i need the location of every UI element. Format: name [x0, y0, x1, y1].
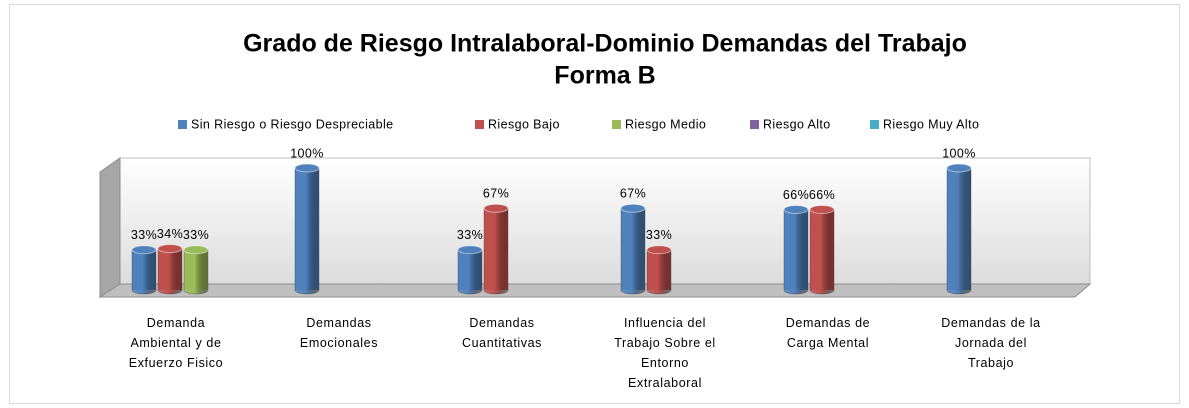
legend-swatch — [612, 120, 621, 129]
data-label: 33% — [183, 228, 209, 242]
bar-top — [183, 245, 209, 255]
back-wall — [119, 157, 1091, 285]
data-label: 33% — [457, 228, 483, 242]
data-label: 66% — [809, 188, 835, 202]
bar-top — [946, 163, 972, 173]
bar-top — [809, 204, 835, 214]
x-tick-label: Demandas Emocionales — [300, 316, 378, 350]
data-label: 33% — [131, 228, 157, 242]
legend-label: Sin Riesgo o Riesgo Despreciable — [191, 117, 394, 131]
bar — [946, 167, 972, 295]
x-tick-label: Influencia del Trabajo Sobre el Entorno Ext… — [614, 316, 716, 390]
bar-top — [646, 245, 672, 255]
bar-top — [457, 245, 483, 255]
legend-swatch — [870, 120, 879, 129]
bar-top — [294, 163, 320, 173]
side-wall — [99, 157, 121, 298]
legend-swatch — [750, 120, 759, 129]
bar-top — [131, 245, 157, 255]
legend-label: Riesgo Bajo — [488, 117, 560, 131]
legend-swatch — [475, 120, 484, 129]
bar — [646, 249, 672, 295]
floor — [98, 283, 1092, 298]
x-tick-label: Demandas de Carga Mental — [786, 316, 870, 350]
data-label: 67% — [483, 187, 509, 201]
legend-swatch — [178, 120, 187, 129]
data-label: 67% — [620, 187, 646, 201]
bar-top — [783, 204, 809, 214]
data-label: 100% — [290, 146, 324, 160]
bar — [783, 208, 809, 295]
bar — [157, 248, 183, 295]
x-tick-label: Demandas Cuantitativas — [462, 316, 542, 350]
bar — [483, 207, 509, 295]
chart-title: Grado de Riesgo Intralaboral-Dominio Dem… — [243, 30, 967, 58]
data-label: 33% — [646, 228, 672, 242]
x-tick-label: Demanda Ambiental y de Exfuerzo Fisico — [129, 316, 223, 370]
bar-top — [483, 203, 509, 213]
legend-label: Riesgo Alto — [763, 117, 831, 131]
bar — [457, 249, 483, 295]
chart-subtitle: Forma B — [554, 62, 655, 90]
legend-label: Riesgo Medio — [625, 117, 706, 131]
plot — [131, 163, 972, 295]
bar-top — [620, 203, 646, 213]
legend-label: Riesgo Muy Alto — [883, 117, 979, 131]
bar — [809, 208, 835, 295]
bar — [620, 207, 646, 295]
data-label: 34% — [157, 227, 183, 241]
bar — [131, 249, 157, 295]
bar — [294, 167, 320, 295]
bar-top — [157, 244, 183, 254]
data-label: 66% — [783, 188, 809, 202]
bar — [183, 249, 209, 295]
x-tick-label: Demandas de la Jornada del Trabajo — [941, 316, 1040, 370]
data-label: 100% — [942, 146, 976, 160]
